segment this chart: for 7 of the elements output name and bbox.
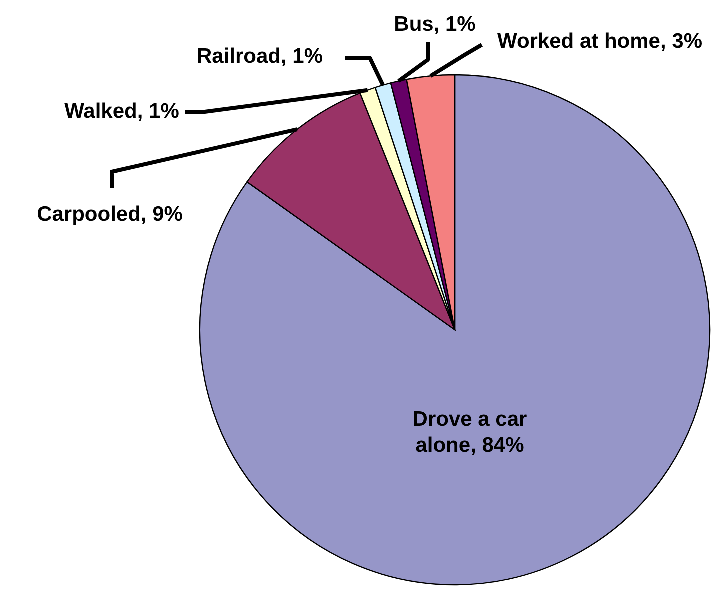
pie-slice (199, 74, 710, 586)
slice-label: Carpooled, 9% (37, 203, 184, 226)
slice-label: Railroad, 1% (196, 45, 324, 68)
slice-label: Worked at home, 3% (498, 30, 703, 53)
slice-label: Drove a car alone, 84% (412, 408, 528, 457)
slice-label: Walked, 1% (64, 100, 180, 123)
slice-label: Bus, 1% (394, 13, 476, 36)
